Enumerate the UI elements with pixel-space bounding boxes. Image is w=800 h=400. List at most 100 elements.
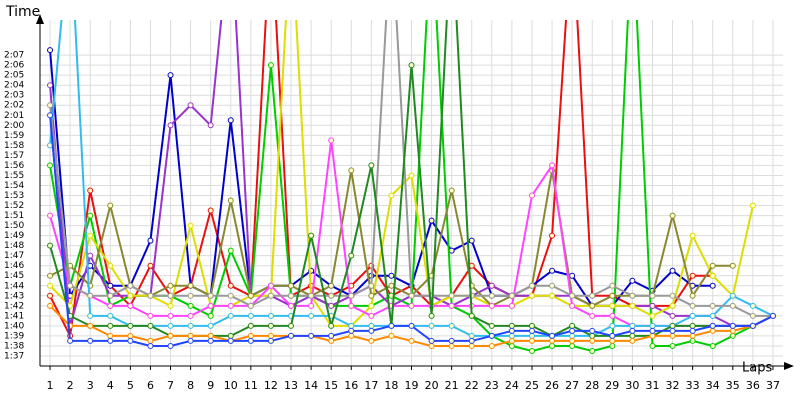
x-tick-label: 37 <box>766 379 780 392</box>
lap-point <box>87 252 94 259</box>
lap-point <box>47 242 54 249</box>
lap-point <box>549 267 556 274</box>
lap-point <box>388 272 395 279</box>
lap-point <box>488 282 495 289</box>
lap-point <box>468 342 475 349</box>
lap-point <box>669 327 676 334</box>
lap-point <box>107 262 114 269</box>
lap-point <box>569 327 576 334</box>
lap-point <box>147 342 154 349</box>
lap-point <box>609 292 616 299</box>
y-tick-label: 2:03 <box>4 91 24 101</box>
lap-point <box>508 327 515 334</box>
lap-point <box>709 327 716 334</box>
series-line <box>49 20 713 340</box>
y-tick-label: 1:46 <box>4 261 24 271</box>
lap-point <box>609 332 616 339</box>
lap-point <box>127 332 134 339</box>
lap-point <box>328 137 335 144</box>
y-tick-label: 1:52 <box>4 201 24 211</box>
lap-point <box>348 252 355 259</box>
lap-point <box>368 302 375 309</box>
lap-point <box>107 337 114 344</box>
lap-point <box>107 282 114 289</box>
lap-point <box>649 312 656 319</box>
lap-point <box>468 337 475 344</box>
lap-point <box>709 272 716 279</box>
y-tick-label: 1:48 <box>4 241 24 251</box>
lap-point <box>47 112 54 119</box>
lap-point <box>689 337 696 344</box>
lap-point <box>187 282 194 289</box>
lap-point <box>448 292 455 299</box>
lap-point <box>107 332 114 339</box>
y-tick-label: 1:41 <box>4 311 24 321</box>
lap-point <box>227 117 234 124</box>
lap-point <box>689 232 696 239</box>
lap-point <box>749 302 756 309</box>
lap-point <box>629 302 636 309</box>
lap-point <box>368 292 375 299</box>
lap-point <box>328 292 335 299</box>
x-tick-label: 33 <box>686 379 700 392</box>
lap-point <box>247 292 254 299</box>
lap-point <box>388 192 395 199</box>
lap-point <box>528 282 535 289</box>
lap-point <box>528 337 535 344</box>
y-tick-label: 1:59 <box>4 131 24 141</box>
lap-point <box>107 302 114 309</box>
y-tick-label: 2:06 <box>4 61 24 71</box>
x-tick-label: 2 <box>67 379 74 392</box>
lap-point <box>769 312 776 319</box>
lap-point <box>187 322 194 329</box>
lap-point <box>227 197 234 204</box>
lap-point <box>629 332 636 339</box>
lap-point <box>729 302 736 309</box>
lap-point <box>689 312 696 319</box>
lap-point <box>227 337 234 344</box>
lap-point <box>87 187 94 194</box>
y-tick-label: 1:53 <box>4 191 24 201</box>
lap-point <box>127 337 134 344</box>
lap-point <box>207 332 214 339</box>
lap-point <box>488 292 495 299</box>
lap-point <box>448 302 455 309</box>
x-tick-label: 28 <box>585 379 599 392</box>
lap-point <box>288 322 295 329</box>
lap-point <box>448 187 455 194</box>
lap-point <box>87 312 94 319</box>
lap-point <box>749 202 756 209</box>
lap-point <box>488 342 495 349</box>
lap-point <box>408 172 415 179</box>
y-tick-label: 1:56 <box>4 161 24 171</box>
lap-point <box>669 312 676 319</box>
lap-point <box>348 327 355 334</box>
lap-point <box>308 292 315 299</box>
y-axis-label: Time <box>5 4 40 20</box>
lap-point <box>368 312 375 319</box>
y-tick-label: 1:38 <box>4 341 24 351</box>
lap-point <box>267 282 274 289</box>
lap-point <box>127 322 134 329</box>
lap-point <box>227 292 234 299</box>
lap-point <box>649 292 656 299</box>
x-tick-label: 25 <box>525 379 539 392</box>
lap-point <box>689 292 696 299</box>
lap-point <box>488 332 495 339</box>
lap-point <box>709 322 716 329</box>
x-tick-label: 30 <box>625 379 639 392</box>
lap-point <box>448 247 455 254</box>
lap-point <box>227 332 234 339</box>
lap-point <box>87 232 94 239</box>
lap-point <box>348 167 355 174</box>
lap-point <box>107 292 114 299</box>
x-tick-label: 4 <box>107 379 114 392</box>
lap-point <box>207 337 214 344</box>
lap-point <box>488 322 495 329</box>
lap-point <box>549 292 556 299</box>
lap-point <box>47 292 54 299</box>
lap-point <box>147 322 154 329</box>
lap-point <box>448 342 455 349</box>
y-tick-label: 2:04 <box>4 81 24 91</box>
lap-point <box>147 262 154 269</box>
